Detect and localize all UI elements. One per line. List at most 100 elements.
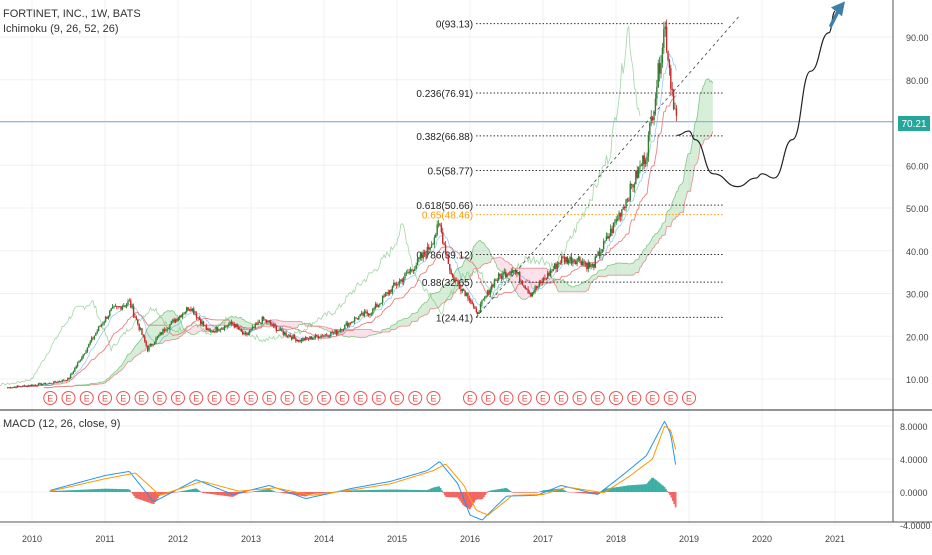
earnings-marker-label: E (540, 394, 546, 404)
candle-body (576, 260, 577, 264)
candle-body (74, 368, 75, 371)
candle-body (246, 334, 247, 335)
candle-body (539, 281, 540, 286)
ichimoku-cloud-segment (682, 181, 683, 212)
candle-body (7, 388, 8, 389)
candle-body (411, 269, 412, 270)
candle-body (648, 135, 649, 157)
candle-body (393, 283, 394, 286)
candle-body (630, 184, 631, 201)
price-axis-tick-label: 50.00 (906, 204, 929, 214)
candle-body (29, 385, 30, 386)
candle-body (126, 304, 127, 306)
candle-body (228, 325, 229, 326)
candle-body (84, 354, 85, 355)
ichimoku-cloud-segment (416, 312, 417, 321)
ichimoku-cloud-segment (573, 287, 574, 292)
candle-body (80, 360, 81, 361)
candle-body (200, 320, 201, 324)
candle-body (185, 312, 186, 314)
ichimoku-cloud-segment (669, 208, 670, 227)
candle-body (532, 293, 533, 297)
candle-body (173, 320, 174, 323)
earnings-marker-label: E (613, 394, 619, 404)
earnings-marker-label: E (631, 394, 637, 404)
ichimoku-cloud-segment (668, 210, 669, 226)
candle-body (262, 317, 263, 324)
ichimoku-cloud-segment (632, 263, 633, 275)
ichimoku-cloud-segment (364, 329, 365, 337)
ichimoku-cloud-segment (700, 92, 701, 146)
candle-body (203, 322, 204, 326)
ichimoku-cloud-segment (482, 242, 483, 265)
candle-body (182, 314, 183, 317)
candle-body (327, 335, 328, 336)
earnings-marker-label: E (175, 394, 181, 404)
ichimoku-cloud-segment (360, 329, 361, 337)
candle-body (481, 300, 482, 304)
macd-title[interactable]: MACD (12, 26, close, 9) (3, 418, 120, 430)
ichimoku-cloud-segment (355, 329, 356, 337)
candle-body (143, 335, 144, 337)
candle-body (325, 334, 326, 335)
candle-body (511, 271, 512, 272)
candle-body (569, 257, 570, 260)
macd-histogram-bar (129, 490, 131, 492)
ichimoku-cloud-segment (439, 291, 440, 308)
candle-body (599, 252, 600, 256)
price-axis-tick-label: 60.00 (906, 161, 929, 171)
candle-body (147, 346, 148, 351)
candle-body (13, 387, 14, 388)
candle-body (487, 290, 488, 295)
candle-body (344, 325, 345, 329)
ichimoku-cloud-segment (286, 322, 287, 330)
earnings-marker-label: E (357, 394, 363, 404)
candle-body (512, 270, 513, 273)
candle-body (385, 293, 386, 296)
candle-body (270, 322, 271, 325)
ichimoku-cloud-segment (709, 79, 710, 139)
earnings-marker-label: E (394, 394, 400, 404)
candle-body (133, 306, 134, 316)
earnings-marker-label: E (266, 394, 272, 404)
ichimoku-cloud-segment (564, 281, 565, 291)
candle-body (585, 263, 586, 264)
candle-body (343, 329, 344, 330)
candle-body (379, 304, 380, 305)
macd-histogram-bar (441, 490, 443, 492)
fib-level-label: 1(24.41) (436, 313, 473, 324)
candle-body (190, 309, 191, 311)
candle-body (60, 382, 61, 383)
candle-body (186, 307, 187, 312)
earnings-marker-label: E (503, 394, 509, 404)
earnings-marker-label: E (522, 394, 528, 404)
candle-body (46, 384, 47, 385)
ichimoku-cloud-segment (293, 322, 294, 329)
ichimoku-cloud-segment (644, 249, 645, 261)
candle-body (518, 272, 519, 274)
ichimoku-cloud-segment (629, 264, 630, 275)
candle-body (248, 333, 249, 335)
candle-body (602, 249, 603, 252)
candle-body (357, 318, 358, 319)
candle-body (55, 381, 56, 382)
candle-body (339, 331, 340, 332)
candle-body (396, 284, 397, 285)
ichimoku-label[interactable]: Ichimoku (9, 26, 52, 26) (3, 23, 119, 35)
earnings-marker-label: E (485, 394, 491, 404)
candle-body (27, 386, 28, 387)
candle-body (151, 344, 152, 345)
candle-body (653, 111, 654, 120)
candle-body (201, 322, 202, 325)
candle-body (646, 156, 647, 160)
ichimoku-cloud-segment (194, 326, 195, 335)
candle-body (32, 385, 33, 386)
candle-body (450, 270, 451, 273)
ichimoku-cloud-segment (627, 263, 628, 275)
candle-body (401, 279, 402, 281)
candle-body (172, 320, 173, 321)
candle-body (347, 323, 348, 327)
candle-body (593, 264, 594, 268)
